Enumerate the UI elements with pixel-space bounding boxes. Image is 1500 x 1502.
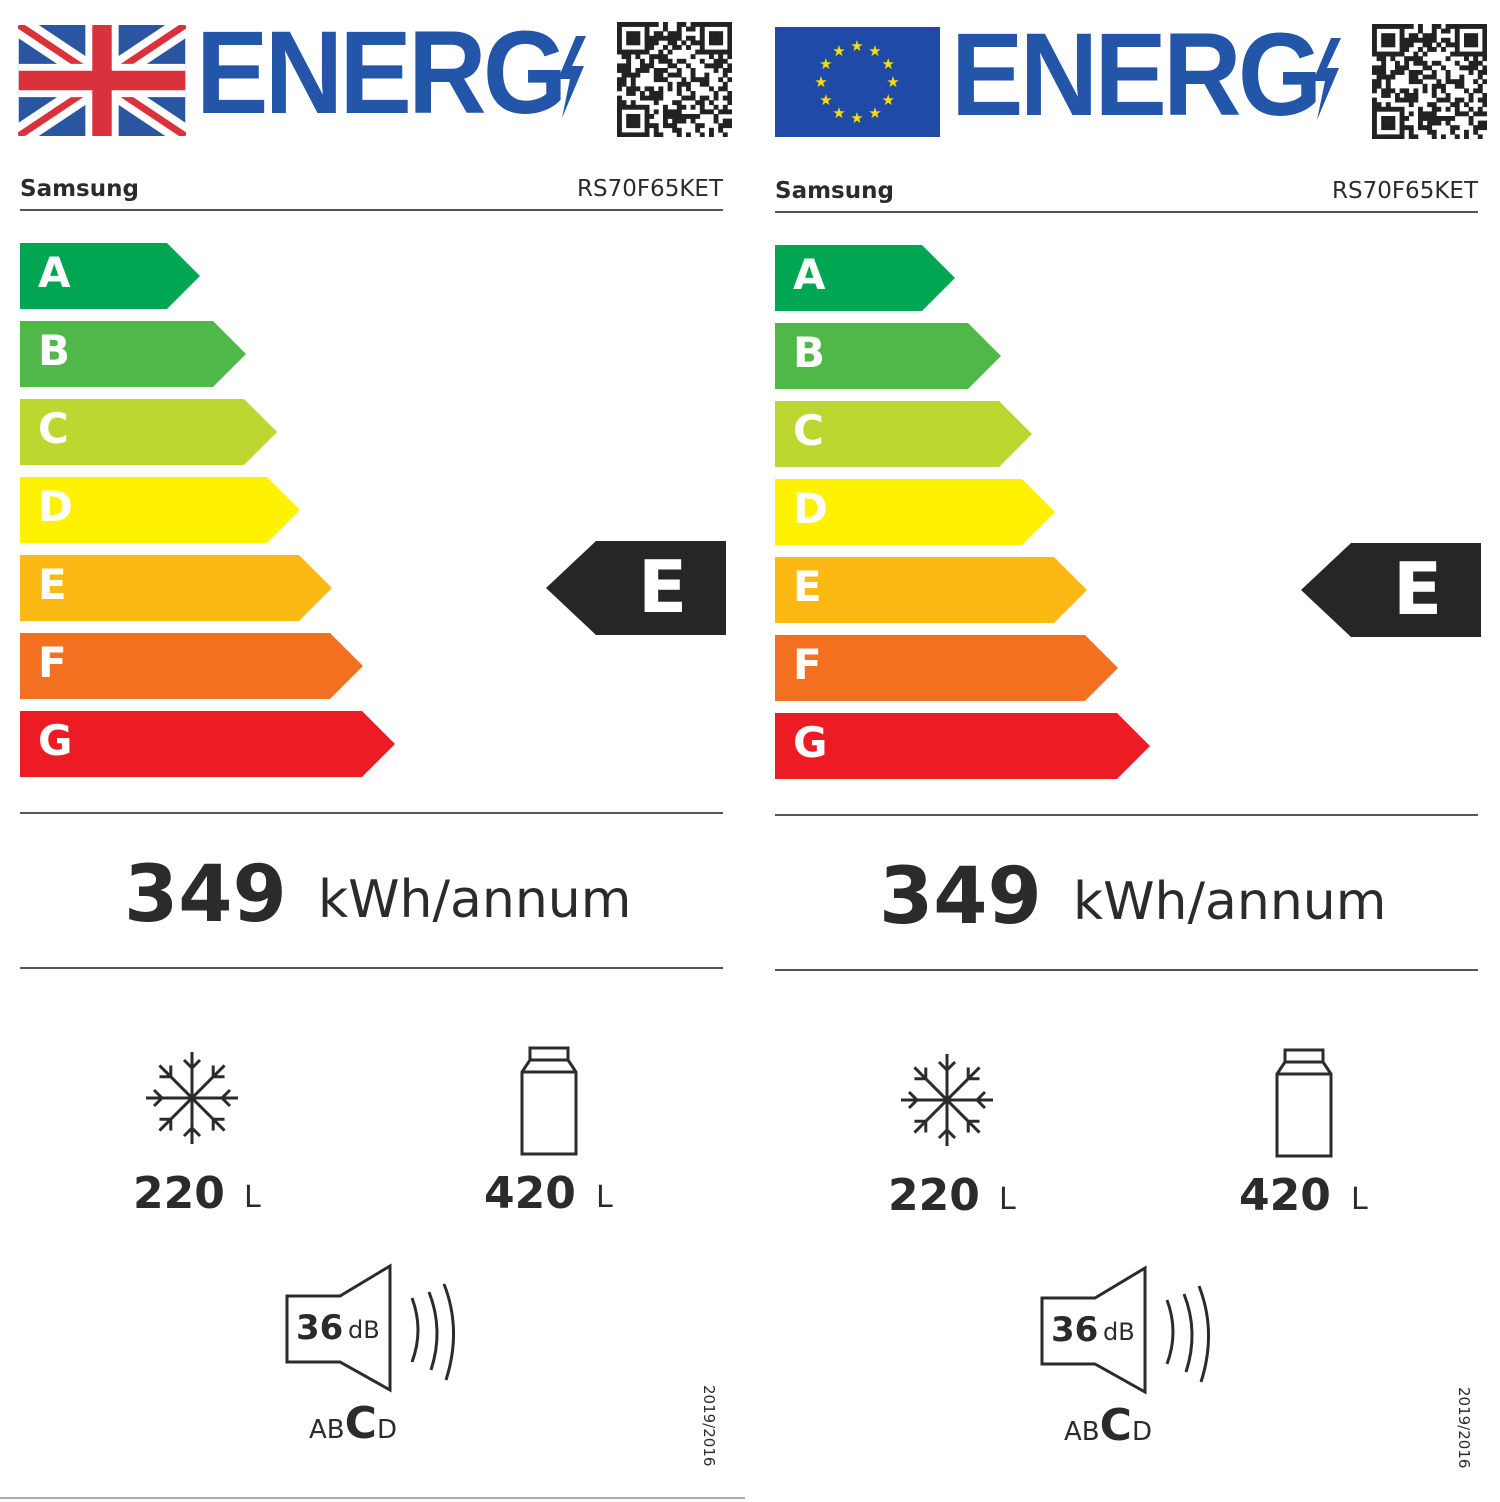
divider	[20, 812, 723, 814]
energy-class-letter: B	[38, 326, 71, 375]
model-number: RS70F65KET	[1331, 178, 1478, 204]
energy-class-letter: E	[38, 560, 67, 609]
energy-class-bar-b: B	[20, 321, 246, 387]
svg-text:★: ★	[868, 42, 881, 60]
svg-text:★: ★	[881, 55, 894, 73]
freezer-volume: 220	[133, 1168, 225, 1219]
snowflake-icon	[146, 1052, 238, 1144]
energy-class-bar-d: D	[20, 477, 300, 543]
energy-consumption-unit: kWh/annum	[1073, 872, 1387, 932]
qr-code[interactable]	[617, 22, 733, 138]
speaker-icon	[1040, 1265, 1210, 1395]
energy-consumption-unit: kWh/annum	[318, 870, 632, 930]
svg-text:★: ★	[886, 73, 899, 91]
qr-code[interactable]	[1372, 24, 1488, 140]
energy-class-letter: E	[793, 562, 822, 611]
regulation-number: 2019/2016	[1455, 1387, 1473, 1469]
uk-flag-icon	[18, 25, 186, 136]
energy-class-letter: G	[793, 718, 828, 767]
svg-text:★: ★	[850, 109, 863, 127]
energy-class-bar-e: E	[775, 557, 1087, 623]
noise-value: 36	[1051, 1310, 1099, 1350]
noise-class-c: C	[1099, 1400, 1132, 1451]
energy-class-bar-e: E	[20, 555, 332, 621]
svg-text:★: ★	[819, 55, 832, 73]
lightning-bolt-icon	[1313, 38, 1341, 120]
energy-class-letter: B	[793, 328, 826, 377]
energy-logo-text: ENERG	[951, 9, 1322, 141]
energy-logo-text: ENERG	[196, 7, 567, 139]
energy-class-letter: D	[793, 484, 828, 533]
energy-rating-letter: E	[638, 545, 688, 629]
energy-class-letter: G	[38, 716, 73, 765]
energy-class-bar-f: F	[20, 633, 363, 699]
energy-class-bar-b: B	[775, 323, 1001, 389]
energy-class-letter: C	[38, 404, 69, 453]
noise-class-c: C	[344, 1398, 377, 1449]
svg-text:★: ★	[832, 42, 845, 60]
freezer-volume: 220	[888, 1170, 980, 1221]
noise-class-b: B	[326, 1415, 345, 1445]
svg-text:★: ★	[819, 91, 832, 109]
energy-consumption-value: 349	[879, 852, 1042, 942]
noise-class-scale: ABCD	[1064, 1400, 1152, 1451]
svg-text:★: ★	[881, 91, 894, 109]
fridge-volume: 420	[484, 1168, 576, 1219]
energy-rating-arrow: E	[1301, 543, 1481, 637]
energy-consumption-value: 349	[124, 850, 287, 940]
noise-unit: dB	[348, 1316, 380, 1344]
energy-class-letter: C	[793, 406, 824, 455]
energy-class-bar-g: G	[775, 713, 1150, 779]
divider	[20, 209, 723, 211]
energy-class-bar-d: D	[775, 479, 1055, 545]
energy-rating-letter: E	[1393, 547, 1443, 631]
energy-class-letter: A	[793, 250, 826, 299]
brand-name: Samsung	[20, 176, 139, 202]
svg-text:★: ★	[868, 104, 881, 122]
freezer-volume-unit: L	[999, 1182, 1016, 1217]
energy-class-bar-c: C	[20, 399, 277, 465]
fridge-volume-unit: L	[1351, 1182, 1368, 1217]
divider	[775, 814, 1478, 816]
model-number: RS70F65KET	[576, 176, 723, 202]
noise-class-b: B	[1081, 1417, 1100, 1447]
svg-text:★: ★	[814, 73, 827, 91]
eu-energy-label: ★ ★ ★ ★ ★ ★ ★ ★ ★ ★ ★ ★ ENERG Samsung RS70F65KET A B C…	[755, 2, 1500, 1502]
energy-class-letter: A	[38, 248, 71, 297]
svg-text:★: ★	[832, 104, 845, 122]
fridge-volume: 420	[1239, 1170, 1331, 1221]
divider	[20, 967, 723, 969]
energy-class-bar-a: A	[775, 245, 955, 311]
noise-class-a: A	[1064, 1417, 1082, 1447]
fridge-bottle-icon	[520, 1046, 578, 1156]
eu-flag-icon: ★ ★★★★★★★★★★★	[775, 27, 940, 137]
divider	[775, 969, 1478, 971]
energy-class-bar-c: C	[775, 401, 1032, 467]
noise-class-scale: ABCD	[309, 1398, 397, 1449]
lightning-bolt-icon	[558, 36, 586, 118]
energy-class-letter: F	[38, 638, 67, 687]
noise-class-a: A	[309, 1415, 327, 1445]
fridge-volume-unit: L	[596, 1180, 613, 1215]
regulation-number: 2019/2016	[700, 1385, 718, 1467]
freezer-volume-unit: L	[244, 1180, 261, 1215]
divider	[775, 211, 1478, 213]
snowflake-icon	[901, 1054, 993, 1146]
brand-name: Samsung	[775, 178, 894, 204]
noise-unit: dB	[1103, 1318, 1135, 1346]
bottom-divider	[0, 1497, 745, 1499]
svg-text:★: ★	[850, 37, 863, 55]
noise-value: 36	[296, 1308, 344, 1348]
noise-class-d: D	[376, 1415, 397, 1445]
uk-energy-label: ENERG Samsung RS70F65KET A B C D E F G E 34…	[0, 0, 750, 1500]
speaker-icon	[285, 1263, 455, 1393]
energy-class-letter: F	[793, 640, 822, 689]
energy-class-bar-a: A	[20, 243, 200, 309]
energy-class-bar-g: G	[20, 711, 395, 777]
energy-class-bar-f: F	[775, 635, 1118, 701]
energy-class-letter: D	[38, 482, 73, 531]
noise-class-d: D	[1131, 1417, 1152, 1447]
energy-rating-arrow: E	[546, 541, 726, 635]
fridge-bottle-icon	[1275, 1048, 1333, 1158]
